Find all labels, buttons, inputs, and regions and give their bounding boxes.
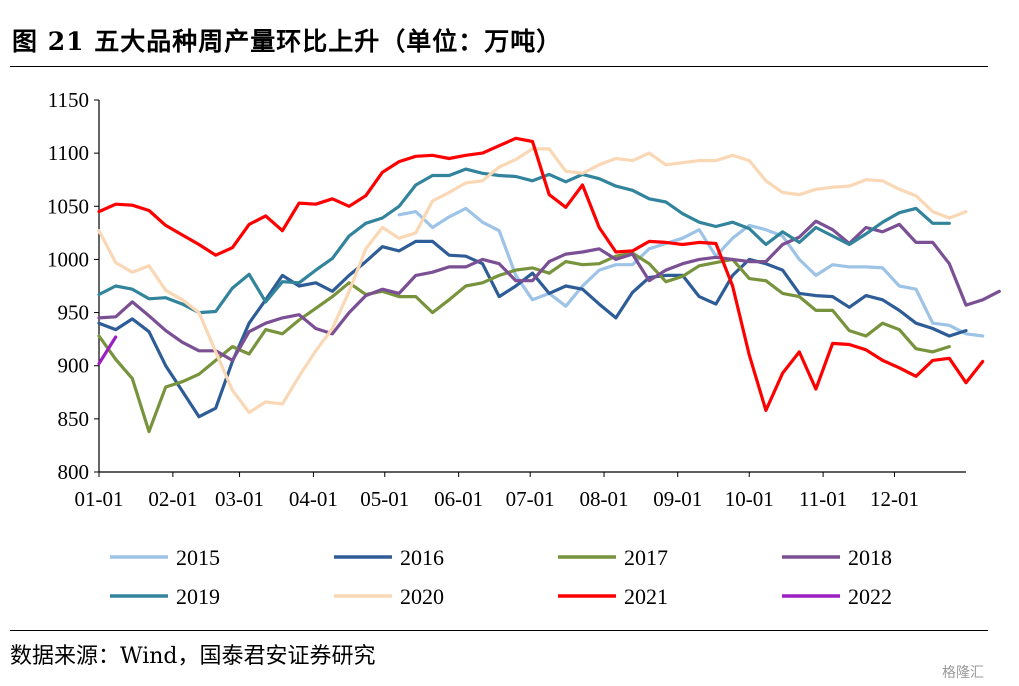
x-tick-label: 01-01 — [75, 487, 124, 511]
bottom-rule — [10, 630, 988, 631]
x-tick-label: 04-01 — [289, 487, 338, 511]
series-line-2022 — [97, 335, 118, 366]
x-tick-label: 03-01 — [215, 487, 264, 511]
top-rule — [10, 66, 988, 67]
series-line-2018 — [97, 219, 1001, 362]
x-tick-label: 05-01 — [360, 487, 409, 511]
x-tick-label: 09-01 — [653, 487, 702, 511]
x-tick-label: 12-01 — [870, 487, 919, 511]
chart-legend: 2015 2016 2017 2018 2019 2020 2021 2022 — [110, 545, 892, 609]
x-tick-label: 10-01 — [725, 487, 774, 511]
watermark-logo: 格隆汇 — [942, 665, 984, 681]
legend-label-2022: 2022 — [848, 584, 892, 609]
source-note: 数据来源：Wind，国泰君安证券研究 — [10, 644, 376, 669]
legend-label-2021: 2021 — [624, 584, 668, 609]
y-tick-label: 800 — [58, 460, 90, 484]
x-tick-label: 07-01 — [506, 487, 555, 511]
legend-label-2018: 2018 — [848, 545, 892, 570]
series-line-2019 — [97, 167, 951, 315]
x-tick-label: 08-01 — [580, 487, 629, 511]
plot-area — [97, 136, 1001, 434]
x-tick-label: 11-01 — [799, 487, 847, 511]
series-line-2017 — [97, 251, 951, 434]
y-tick-label: 1100 — [48, 141, 89, 165]
y-tick-label: 1000 — [47, 247, 89, 271]
series-line-2021 — [97, 136, 985, 412]
legend-label-2019: 2019 — [176, 584, 220, 609]
y-tick-label: 900 — [58, 354, 90, 378]
legend-label-2020: 2020 — [400, 584, 444, 609]
line-chart: 800 850 900 950 1000 1050 1100 1150 01-01 02-01 03… — [47, 88, 1001, 609]
chart-title: 图 21 五大品种周产量环比上升（单位：万吨） — [12, 27, 563, 56]
legend-label-2017: 2017 — [624, 545, 668, 570]
series-line-2020 — [97, 147, 968, 415]
series-line-2016 — [97, 239, 968, 419]
x-tick-label: 06-01 — [434, 487, 483, 511]
legend-label-2016: 2016 — [400, 545, 444, 570]
series-line-2015 — [397, 206, 985, 338]
x-tick-label: 02-01 — [148, 487, 197, 511]
y-tick-label: 1150 — [48, 88, 89, 112]
y-tick-label: 950 — [58, 301, 90, 325]
legend-label-2015: 2015 — [176, 545, 220, 570]
chart-axes: 800 850 900 950 1000 1050 1100 1150 01-01 02-01 03… — [47, 88, 966, 511]
y-tick-label: 1050 — [47, 194, 89, 218]
y-tick-label: 850 — [58, 407, 90, 431]
